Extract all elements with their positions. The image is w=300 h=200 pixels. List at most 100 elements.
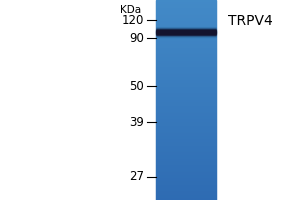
Bar	[156, 198, 216, 199]
Bar	[156, 172, 216, 173]
Bar	[156, 197, 216, 198]
Bar	[156, 65, 216, 66]
Bar	[156, 30, 216, 31]
Bar	[156, 35, 216, 36]
Bar	[156, 136, 216, 137]
Bar	[156, 186, 216, 187]
Bar	[156, 22, 216, 23]
Bar	[156, 69, 216, 70]
Bar	[156, 93, 216, 94]
Bar	[156, 167, 216, 168]
Bar	[156, 56, 216, 57]
Bar	[156, 5, 216, 6]
Bar	[156, 192, 216, 193]
Bar	[156, 91, 216, 92]
Bar	[156, 185, 216, 186]
Bar	[156, 24, 216, 25]
Bar	[156, 49, 216, 50]
Bar	[156, 25, 216, 26]
Bar	[156, 75, 216, 76]
Bar	[156, 27, 216, 28]
Bar	[156, 18, 216, 19]
Bar	[156, 163, 216, 164]
Bar	[156, 32, 216, 33]
Bar	[156, 78, 216, 79]
Bar	[156, 178, 216, 179]
Bar	[156, 25, 216, 26]
Bar	[156, 138, 216, 139]
Bar	[156, 85, 216, 86]
Bar	[156, 142, 216, 143]
Bar	[156, 159, 216, 160]
Bar	[156, 143, 216, 144]
Bar	[156, 135, 216, 136]
Bar	[156, 50, 216, 51]
Bar	[156, 73, 216, 74]
Text: 120: 120	[122, 14, 144, 26]
Bar	[156, 81, 216, 82]
Bar	[156, 61, 216, 62]
Bar	[156, 62, 216, 63]
Bar	[156, 58, 216, 59]
Bar	[156, 123, 216, 124]
Bar	[156, 36, 216, 37]
Bar	[156, 94, 216, 95]
Bar	[156, 156, 216, 157]
Bar	[156, 112, 216, 113]
Bar	[156, 97, 216, 98]
Bar	[156, 72, 216, 73]
Bar	[156, 15, 216, 16]
Bar	[156, 95, 216, 96]
Bar	[156, 158, 216, 159]
Bar	[156, 175, 216, 176]
Bar	[156, 83, 216, 84]
Bar	[156, 132, 216, 133]
Bar	[156, 199, 216, 200]
Bar	[156, 39, 216, 40]
Bar	[156, 187, 216, 188]
Bar	[156, 38, 216, 39]
Bar	[156, 63, 216, 64]
Bar	[156, 2, 216, 3]
Bar	[156, 37, 216, 38]
Bar	[156, 17, 216, 18]
Bar	[156, 165, 216, 166]
Bar	[156, 76, 216, 77]
Bar	[156, 131, 216, 132]
Bar	[156, 190, 216, 191]
Bar	[156, 74, 216, 75]
Bar	[156, 82, 216, 83]
Bar	[156, 57, 216, 58]
Bar	[156, 169, 216, 170]
Bar	[156, 29, 216, 30]
Bar	[156, 127, 216, 128]
Bar	[156, 100, 216, 101]
Bar	[156, 30, 216, 31]
Bar	[156, 126, 216, 127]
Bar	[156, 53, 216, 54]
Bar	[156, 4, 216, 5]
Bar	[156, 11, 216, 12]
Bar	[156, 188, 216, 189]
Bar	[156, 179, 216, 180]
Bar	[156, 26, 216, 27]
Text: KDa: KDa	[120, 5, 141, 15]
Bar	[156, 150, 216, 151]
Bar	[156, 3, 216, 4]
Bar	[156, 59, 216, 60]
Bar	[156, 33, 216, 34]
Bar	[156, 160, 216, 161]
Bar	[156, 109, 216, 110]
Bar	[156, 103, 216, 104]
Bar	[156, 118, 216, 119]
Bar	[156, 124, 216, 125]
Bar	[156, 182, 216, 183]
Bar	[156, 52, 216, 53]
Bar	[156, 106, 216, 107]
Bar	[156, 140, 216, 141]
Bar	[156, 154, 216, 155]
Bar	[156, 177, 216, 178]
Bar	[156, 174, 216, 175]
Bar	[156, 115, 216, 116]
Bar	[156, 89, 216, 90]
